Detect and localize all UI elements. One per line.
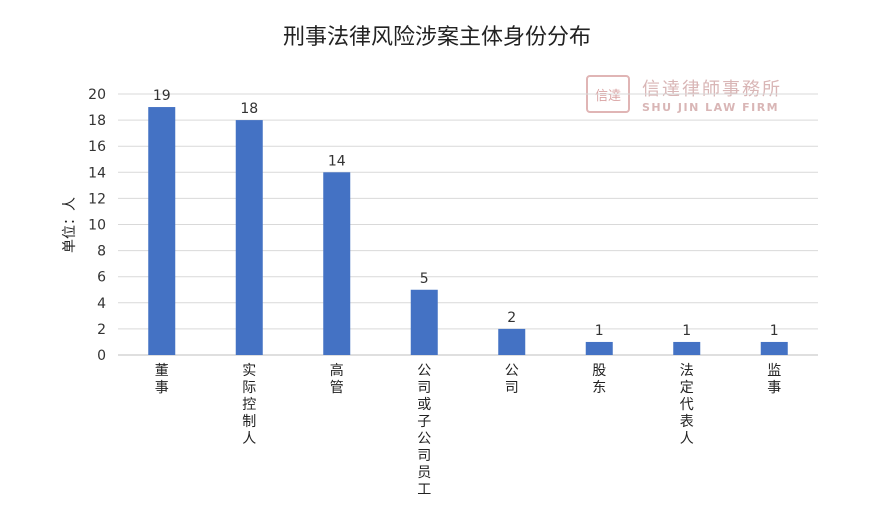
bar bbox=[498, 328, 526, 355]
data-label: 5 bbox=[420, 271, 429, 287]
watermark: 信達 信達律師事務所 SHU JIN LAW FIRM bbox=[586, 75, 782, 114]
category-labels: 董事 实际控制人 高管 公司或子公司员工 公司 股东 法定代表人 监事 bbox=[155, 362, 782, 498]
bar bbox=[235, 120, 263, 355]
data-label: 1 bbox=[770, 323, 779, 339]
y-axis-ticks: 0 2 4 6 8 10 12 14 16 18 20 bbox=[88, 87, 106, 364]
data-label: 2 bbox=[507, 310, 516, 326]
y-tick-label: 4 bbox=[97, 296, 106, 312]
category-label: 股东 bbox=[592, 363, 606, 396]
y-tick-label: 18 bbox=[88, 113, 106, 129]
y-tick-label: 14 bbox=[88, 165, 106, 181]
bar bbox=[673, 341, 701, 355]
watermark-logo-text: 信達 bbox=[595, 89, 621, 104]
chart-title: 刑事法律风险涉案主体身份分布 bbox=[283, 25, 591, 50]
data-labels: 19 18 14 5 2 1 1 1 bbox=[153, 88, 779, 339]
y-tick-label: 20 bbox=[88, 87, 106, 103]
data-label: 1 bbox=[682, 323, 691, 339]
category-label: 高管 bbox=[330, 362, 344, 396]
y-tick-label: 10 bbox=[88, 218, 106, 234]
bar bbox=[323, 172, 351, 355]
category-label: 监事 bbox=[767, 363, 781, 396]
category-label: 公司或子公司员工 bbox=[417, 363, 431, 498]
bar bbox=[760, 341, 788, 355]
y-tick-label: 12 bbox=[88, 191, 106, 207]
watermark-name-cn: 信達律師事務所 bbox=[642, 79, 782, 100]
bar bbox=[585, 341, 613, 355]
bar bbox=[410, 289, 438, 355]
y-tick-label: 2 bbox=[97, 322, 106, 338]
watermark-name-en: SHU JIN LAW FIRM bbox=[642, 101, 779, 114]
data-label: 19 bbox=[153, 88, 171, 104]
y-tick-label: 0 bbox=[97, 348, 106, 364]
y-axis-label: 单位：人 bbox=[62, 197, 78, 253]
y-tick-label: 8 bbox=[97, 244, 106, 260]
category-label: 实际控制人 bbox=[242, 363, 256, 447]
bars bbox=[148, 107, 788, 355]
gridlines bbox=[118, 93, 818, 330]
category-label: 法定代表人 bbox=[680, 363, 694, 447]
y-tick-label: 16 bbox=[88, 139, 106, 155]
y-tick-label: 6 bbox=[97, 270, 106, 286]
bar bbox=[148, 107, 176, 355]
category-label: 董事 bbox=[155, 363, 169, 396]
category-label: 公司 bbox=[505, 363, 519, 396]
data-label: 1 bbox=[595, 323, 604, 339]
data-label: 14 bbox=[328, 153, 346, 169]
data-label: 18 bbox=[240, 101, 258, 117]
